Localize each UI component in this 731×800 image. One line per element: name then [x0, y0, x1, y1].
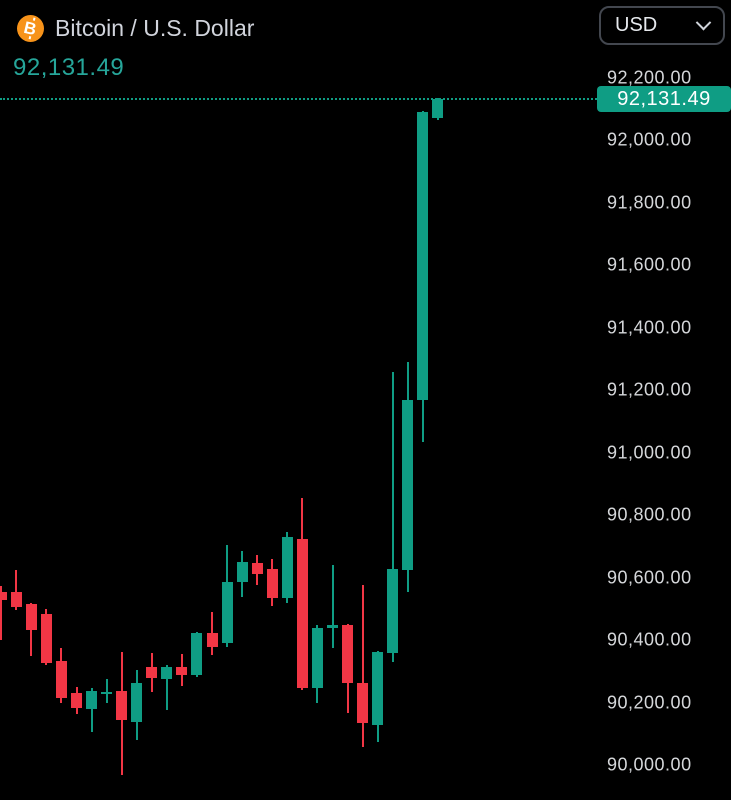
- candle-body: [342, 625, 354, 684]
- candle-body: [0, 592, 7, 601]
- candle-wick: [331, 565, 334, 649]
- candle-body: [25, 604, 37, 631]
- candle-body: [55, 661, 67, 699]
- price-axis-label: 90,400.00: [607, 629, 692, 650]
- candle-body: [432, 99, 444, 118]
- candle-body: [40, 614, 52, 664]
- candle-wick: [0, 585, 3, 641]
- price-axis-label: 90,000.00: [607, 754, 692, 775]
- candle-wick: [165, 665, 168, 711]
- price-axis-label: 91,200.00: [607, 379, 692, 400]
- last-price-line: [0, 98, 597, 101]
- candle-body: [206, 633, 218, 648]
- price-axis-label: 91,600.00: [607, 254, 692, 275]
- candle-body: [357, 683, 369, 724]
- candle-wick: [361, 585, 364, 748]
- candle-wick: [391, 371, 394, 663]
- candle-body: [311, 627, 323, 689]
- candle-body: [176, 667, 188, 676]
- candle-body: [161, 667, 173, 680]
- candle-body: [131, 683, 143, 723]
- currency-dropdown[interactable]: USD: [599, 6, 725, 45]
- candle-wick: [105, 679, 108, 704]
- price-axis-label: 90,800.00: [607, 504, 692, 525]
- chart-pane[interactable]: [0, 0, 598, 800]
- candle-body: [402, 399, 414, 571]
- price-axis[interactable]: 92,200.00 92,000.00 91,800.00 91,600.00 91,4…: [598, 0, 731, 800]
- current-price: 92,131.49: [13, 54, 125, 81]
- candle-body: [191, 633, 203, 676]
- candle-body: [221, 582, 233, 644]
- price-axis-label: 90,200.00: [607, 692, 692, 713]
- candle-body: [387, 569, 399, 654]
- candle-body: [71, 693, 82, 709]
- candle-body: [296, 539, 308, 689]
- candle-wick: [90, 687, 93, 733]
- candle-body: [417, 112, 429, 400]
- candle-body: [251, 563, 263, 575]
- candle-wick: [15, 570, 18, 611]
- price-axis-label: 90,600.00: [607, 567, 692, 588]
- candle-body: [116, 691, 128, 721]
- candle-body: [101, 691, 113, 695]
- last-price-badge: 92,131.49: [597, 86, 731, 113]
- candle-body: [236, 562, 248, 583]
- price-axis-label: 91,400.00: [607, 317, 692, 338]
- symbol-title: Bitcoin / U.S. Dollar: [55, 15, 255, 41]
- chevron-down-icon: [695, 14, 712, 31]
- candle-body: [86, 691, 98, 710]
- price-axis-label: 91,000.00: [607, 442, 692, 463]
- price-axis-label: 92,200.00: [607, 67, 692, 88]
- price-axis-label: 91,800.00: [607, 192, 692, 213]
- currency-value: USD: [615, 14, 658, 36]
- candle-body: [372, 652, 384, 726]
- candle-body: [266, 569, 278, 599]
- bitcoin-b-glyph: B: [22, 17, 39, 40]
- price-axis-label: 92,000.00: [607, 129, 692, 150]
- candle-body: [327, 625, 339, 628]
- candle-body: [146, 667, 158, 679]
- bitcoin-icon: B: [17, 15, 44, 42]
- candle-body: [10, 592, 22, 608]
- candle-body: [281, 537, 293, 599]
